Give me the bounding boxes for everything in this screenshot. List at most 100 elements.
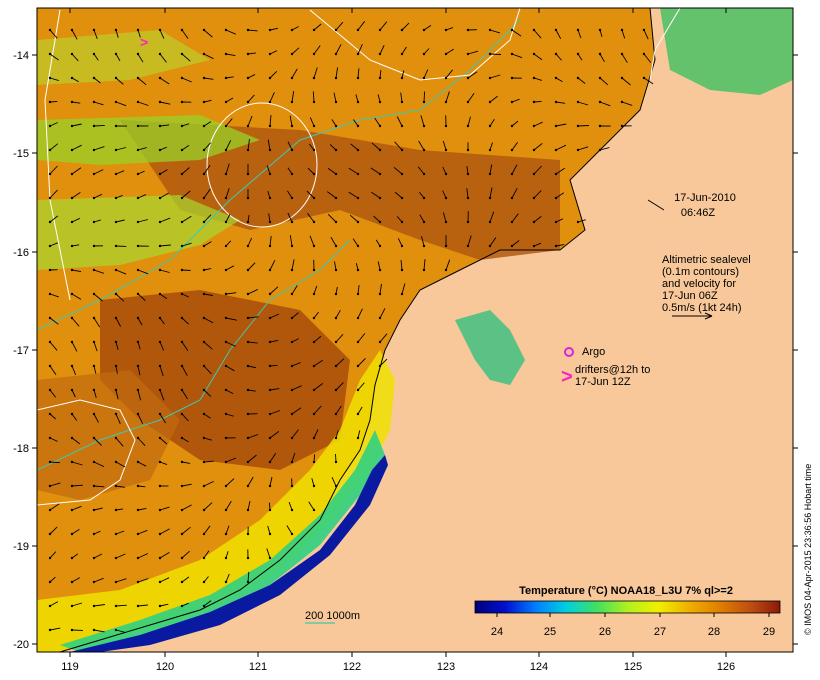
velocity-arrow-base [180,76,184,80]
velocity-arrow [357,382,365,391]
velocity-arrow-base [246,364,250,368]
velocity-arrow-base [70,196,74,200]
velocity-arrow [401,46,407,55]
velocity-arrow [203,164,211,175]
velocity-arrow [49,551,57,559]
velocity-arrow [93,485,105,488]
velocity-arrow [445,91,450,103]
velocity-arrow-base [290,100,294,104]
velocity-arrow [115,461,126,468]
velocity-arrow [159,577,170,583]
velocity-arrow-base [400,292,404,296]
velocity-arrow-base [290,436,294,440]
velocity-arrow-base [136,220,140,224]
velocity-arrow-base [532,148,536,152]
velocity-arrow [225,140,232,151]
velocity-arrow-base [48,556,52,560]
velocity-arrow-base [224,316,228,320]
velocity-arrow-base [268,124,272,128]
velocity-arrow-base [180,220,184,224]
velocity-arrow-base [312,340,316,344]
velocity-arrow-base [554,124,558,128]
velocity-arrow [225,97,234,103]
velocity-arrow-base [378,100,382,104]
velocity-arrow-base [466,28,470,32]
velocity-arrow-base [356,244,360,248]
velocity-arrow [49,482,61,487]
velocity-arrow [225,389,234,395]
colorbar-tick-label: 27 [654,626,666,638]
velocity-arrow-base [48,196,52,200]
velocity-arrow-base [158,172,162,176]
velocity-arrow [181,437,189,443]
velocity-arrow [417,166,425,175]
velocity-arrow-base [136,124,140,128]
velocity-arrow [225,76,234,79]
velocity-arrow [577,29,582,39]
longitude-axis: 119 120 121 122 123 124 125 126 [61,8,735,673]
velocity-arrow-base [488,52,492,56]
velocity-arrow [49,215,59,223]
velocity-arrow [533,190,542,199]
velocity-arrow-base [224,76,228,80]
velocity-arrow-base [312,220,316,224]
velocity-arrow-base [136,556,140,560]
velocity-arrow-base [136,148,140,152]
sealevel-line-5: 0.5m/s (1kt 24h) [662,302,741,314]
velocity-arrow [93,604,105,607]
velocity-arrow-base [356,364,360,368]
velocity-arrow [159,461,168,466]
velocity-arrow-base [268,340,272,344]
velocity-arrow-base [312,28,316,32]
velocity-arrow-base [180,508,184,512]
coastal-blue [70,455,388,652]
velocity-arrow [313,67,318,79]
velocity-arrow [181,215,192,223]
velocity-arrow-base [48,388,52,392]
velocity-arrow-base [224,52,228,56]
velocity-arrow [71,577,81,583]
velocity-arrow [371,191,381,199]
velocity-arrow-base [334,340,338,344]
velocity-arrow-base [378,268,382,272]
drifters-line-1: drifters@12h to [575,364,650,376]
velocity-arrow [49,143,59,151]
velocity-arrow-base [576,52,580,56]
velocity-arrow [225,29,236,35]
velocity-arrow-base [334,388,338,392]
velocity-arrow-base [312,100,316,104]
velocity-arrow [379,69,382,79]
velocity-arrow-base [488,244,492,248]
velocity-arrow [330,236,337,247]
velocity-arrow [307,167,315,175]
velocity-arrow-base [92,508,96,512]
velocity-arrow [533,29,542,39]
credit-text: © IMOS 04-Apr-2015 23:36:56 Hobart time [803,464,813,635]
velocity-arrow-base [312,268,316,272]
velocity-arrow [49,293,59,298]
velocity-arrow-base [136,580,140,584]
warm-core-north [120,120,560,260]
velocity-arrow-base [554,148,558,152]
velocity-arrow-base [268,52,272,56]
velocity-arrow [555,244,565,247]
velocity-arrow [511,98,520,103]
velocity-arrow-base [48,292,52,296]
velocity-arrow-base [422,268,426,272]
velocity-arrow [291,362,301,367]
velocity-arrow [71,365,77,375]
velocity-arrow-base [70,292,74,296]
velocity-arrow [374,117,381,127]
velocity-arrow [353,119,359,127]
velocity-arrow [269,476,273,487]
velocity-arrow-base [466,100,470,104]
velocity-arrow [203,317,214,324]
velocity-arrow-base [224,100,228,104]
velocity-arrow-base [378,340,382,344]
velocity-arrow-base [554,52,558,56]
velocity-arrow-base [356,316,360,320]
velocity-arrow-base [70,244,74,248]
velocity-arrow-base [114,604,118,608]
velocity-arrow [181,29,189,39]
velocity-arrow-base [224,436,228,440]
